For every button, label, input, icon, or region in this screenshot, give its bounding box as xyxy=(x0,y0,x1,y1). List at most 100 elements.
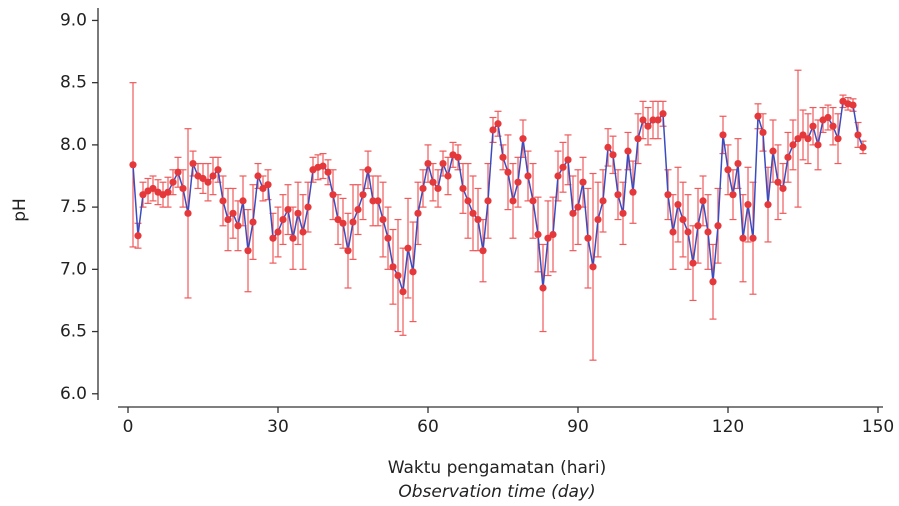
data-point xyxy=(824,113,832,122)
data-point xyxy=(279,215,287,224)
data-point xyxy=(229,209,237,217)
data-point xyxy=(199,174,207,183)
data-point xyxy=(394,271,402,280)
data-point xyxy=(564,156,572,164)
data-point xyxy=(464,197,472,205)
data-point xyxy=(344,247,352,255)
data-point xyxy=(769,147,777,155)
data-point xyxy=(524,172,532,180)
data-point xyxy=(669,228,677,236)
data-point xyxy=(654,116,662,124)
data-point xyxy=(504,168,512,176)
data-point xyxy=(799,131,807,139)
y-tick-label: 8.0 xyxy=(60,135,87,155)
data-point xyxy=(584,234,592,242)
data-point xyxy=(724,166,732,174)
data-point xyxy=(304,203,312,211)
data-point xyxy=(544,234,552,242)
data-point xyxy=(609,151,617,159)
y-tick-label: 6.0 xyxy=(60,384,87,404)
data-point xyxy=(409,268,417,276)
data-point xyxy=(644,122,652,130)
data-point xyxy=(374,197,382,205)
data-point xyxy=(554,172,562,180)
data-point xyxy=(224,215,232,224)
data-point xyxy=(354,206,362,214)
data-point xyxy=(784,153,792,161)
data-point xyxy=(709,278,717,286)
data-point xyxy=(569,209,577,217)
data-point xyxy=(604,143,612,151)
data-point xyxy=(349,218,357,226)
data-point xyxy=(469,209,477,217)
data-point xyxy=(589,263,597,271)
data-point xyxy=(739,234,747,242)
data-point xyxy=(254,172,262,180)
data-point xyxy=(779,184,787,193)
data-point xyxy=(789,141,797,149)
data-point xyxy=(809,122,817,130)
data-point xyxy=(489,126,497,134)
data-point xyxy=(204,178,212,186)
data-point xyxy=(509,197,517,205)
y-tick-label: 9.0 xyxy=(60,10,87,30)
x-axis-label-english: Observation time (day) xyxy=(398,482,595,502)
data-point xyxy=(274,228,282,236)
data-point xyxy=(629,188,637,196)
data-point xyxy=(359,191,367,199)
data-point xyxy=(719,131,727,139)
data-point xyxy=(299,228,307,236)
x-tick-label: 90 xyxy=(567,417,589,437)
data-point xyxy=(439,159,447,168)
data-point xyxy=(659,110,667,118)
data-point xyxy=(389,263,397,271)
data-point xyxy=(209,172,217,180)
data-point xyxy=(594,215,602,224)
data-point xyxy=(619,209,627,217)
data-point xyxy=(499,153,507,161)
data-point xyxy=(284,206,292,214)
data-point xyxy=(129,161,137,169)
data-point xyxy=(184,209,192,217)
data-point xyxy=(329,191,337,199)
data-point xyxy=(479,247,487,255)
data-point xyxy=(534,230,542,239)
data-point xyxy=(794,135,802,143)
data-point xyxy=(749,234,757,242)
data-point xyxy=(674,201,682,209)
data-point xyxy=(339,219,347,227)
data-point xyxy=(804,135,812,143)
data-point xyxy=(854,131,862,139)
data-point xyxy=(369,197,377,205)
data-point xyxy=(704,228,712,236)
y-tick-label: 7.0 xyxy=(60,259,87,279)
data-point xyxy=(494,120,502,128)
data-point xyxy=(664,191,672,199)
data-point xyxy=(849,101,857,109)
data-point xyxy=(219,197,227,205)
data-point xyxy=(379,215,387,224)
data-point xyxy=(444,172,452,180)
data-point xyxy=(829,122,837,130)
y-tick-label: 8.5 xyxy=(60,73,87,93)
data-point xyxy=(384,234,392,242)
x-tick-label: 60 xyxy=(417,417,439,437)
data-point xyxy=(249,218,257,226)
data-point xyxy=(324,168,332,176)
data-point xyxy=(414,209,422,217)
data-point xyxy=(264,181,272,189)
data-point xyxy=(774,178,782,186)
data-point xyxy=(214,166,222,174)
data-point xyxy=(454,153,462,161)
data-point xyxy=(599,197,607,205)
data-point xyxy=(424,159,432,168)
data-point xyxy=(729,191,737,199)
data-point xyxy=(259,184,267,193)
data-point xyxy=(519,135,527,143)
data-point xyxy=(744,201,752,209)
y-axis-label: pH xyxy=(10,198,30,222)
data-point xyxy=(859,143,867,151)
data-point xyxy=(484,197,492,205)
data-point xyxy=(549,230,557,239)
